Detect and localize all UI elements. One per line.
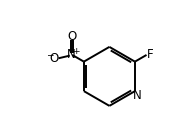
Text: O: O (49, 51, 59, 65)
Text: F: F (147, 48, 154, 61)
Text: N: N (67, 48, 76, 61)
Text: +: + (72, 47, 79, 56)
Text: O: O (68, 30, 77, 43)
Text: N: N (133, 89, 142, 102)
Text: −: − (46, 50, 54, 59)
